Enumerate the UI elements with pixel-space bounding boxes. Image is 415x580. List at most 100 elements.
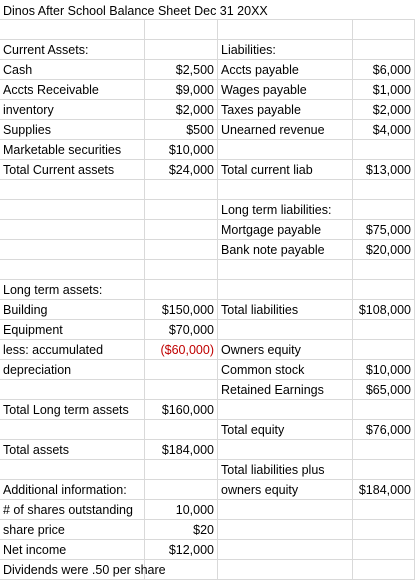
cell[interactable] bbox=[218, 20, 353, 40]
cell[interactable] bbox=[0, 460, 145, 480]
cell[interactable] bbox=[0, 220, 145, 240]
cell[interactable]: $2,000 bbox=[145, 100, 218, 120]
cell[interactable]: $20,000 bbox=[353, 240, 415, 260]
cell[interactable] bbox=[0, 200, 145, 220]
cell[interactable] bbox=[218, 180, 353, 200]
cell[interactable]: $65,000 bbox=[353, 380, 415, 400]
cell[interactable]: $2,500 bbox=[145, 60, 218, 80]
cell[interactable]: Mortgage payable bbox=[218, 220, 353, 240]
cell[interactable] bbox=[218, 540, 353, 560]
cell[interactable] bbox=[145, 460, 218, 480]
cell[interactable] bbox=[353, 340, 415, 360]
cell[interactable]: Total Long term assets bbox=[0, 400, 145, 420]
cell[interactable] bbox=[353, 440, 415, 460]
cell[interactable]: $20 bbox=[145, 520, 218, 540]
cell[interactable]: Additional information: bbox=[0, 480, 145, 500]
cell[interactable]: Accts payable bbox=[218, 60, 353, 80]
cell[interactable] bbox=[145, 380, 218, 400]
cell[interactable] bbox=[353, 200, 415, 220]
cell[interactable] bbox=[145, 200, 218, 220]
cell[interactable] bbox=[353, 280, 415, 300]
cell[interactable]: Bank note payable bbox=[218, 240, 353, 260]
cell[interactable] bbox=[353, 20, 415, 40]
cell[interactable]: Total Current assets bbox=[0, 160, 145, 180]
cell[interactable] bbox=[353, 320, 415, 340]
cell[interactable]: Total equity bbox=[218, 420, 353, 440]
cell[interactable]: Equipment bbox=[0, 320, 145, 340]
cell[interactable] bbox=[218, 500, 353, 520]
cell[interactable]: $1,000 bbox=[353, 80, 415, 100]
cell[interactable] bbox=[218, 520, 353, 540]
cell[interactable]: Total assets bbox=[0, 440, 145, 460]
cell[interactable] bbox=[145, 480, 218, 500]
cell[interactable]: Owners equity bbox=[218, 340, 353, 360]
cell[interactable]: Total liabilities plus bbox=[218, 460, 353, 480]
cell[interactable] bbox=[353, 540, 415, 560]
cell[interactable]: $10,000 bbox=[353, 360, 415, 380]
cell[interactable] bbox=[218, 140, 353, 160]
cell[interactable]: Long term liabilities: bbox=[218, 200, 353, 220]
cell[interactable]: $12,000 bbox=[145, 540, 218, 560]
cell[interactable]: 10,000 bbox=[145, 500, 218, 520]
cell[interactable] bbox=[218, 280, 353, 300]
cell[interactable] bbox=[145, 560, 218, 580]
cell[interactable] bbox=[353, 140, 415, 160]
cell[interactable]: $9,000 bbox=[145, 80, 218, 100]
cell[interactable]: less: accumulated bbox=[0, 340, 145, 360]
cell[interactable] bbox=[353, 520, 415, 540]
cell[interactable]: Marketable securities bbox=[0, 140, 145, 160]
cell[interactable] bbox=[145, 280, 218, 300]
cell[interactable]: Cash bbox=[0, 60, 145, 80]
cell[interactable]: Wages payable bbox=[218, 80, 353, 100]
cell[interactable] bbox=[145, 420, 218, 440]
cell[interactable]: $70,000 bbox=[145, 320, 218, 340]
cell[interactable] bbox=[145, 240, 218, 260]
cell[interactable]: Accts Receivable bbox=[0, 80, 145, 100]
cell[interactable]: Net income bbox=[0, 540, 145, 560]
cell[interactable]: owners equity bbox=[218, 480, 353, 500]
cell[interactable] bbox=[0, 420, 145, 440]
cell[interactable] bbox=[0, 180, 145, 200]
cell[interactable] bbox=[145, 40, 218, 60]
cell[interactable] bbox=[218, 400, 353, 420]
cell[interactable] bbox=[353, 180, 415, 200]
cell[interactable]: Long term assets: bbox=[0, 280, 145, 300]
cell[interactable] bbox=[0, 240, 145, 260]
cell[interactable]: Building bbox=[0, 300, 145, 320]
cell[interactable]: Retained Earnings bbox=[218, 380, 353, 400]
cell[interactable] bbox=[145, 180, 218, 200]
cell[interactable]: $75,000 bbox=[353, 220, 415, 240]
cell[interactable]: $108,000 bbox=[353, 300, 415, 320]
cell[interactable]: Taxes payable bbox=[218, 100, 353, 120]
cell[interactable]: $4,000 bbox=[353, 120, 415, 140]
cell[interactable] bbox=[0, 260, 145, 280]
cell[interactable]: depreciation bbox=[0, 360, 145, 380]
cell[interactable] bbox=[218, 440, 353, 460]
cell[interactable]: Current Assets: bbox=[0, 40, 145, 60]
cell[interactable] bbox=[218, 560, 353, 580]
cell[interactable] bbox=[218, 320, 353, 340]
cell[interactable]: $2,000 bbox=[353, 100, 415, 120]
cell[interactable]: $76,000 bbox=[353, 420, 415, 440]
cell[interactable] bbox=[145, 260, 218, 280]
cell[interactable] bbox=[0, 20, 145, 40]
cell[interactable]: $24,000 bbox=[145, 160, 218, 180]
cell[interactable]: $150,000 bbox=[145, 300, 218, 320]
cell[interactable]: Total current liab bbox=[218, 160, 353, 180]
cell[interactable]: inventory bbox=[0, 100, 145, 120]
cell[interactable]: $160,000 bbox=[145, 400, 218, 420]
cell[interactable]: Liabilities: bbox=[218, 40, 353, 60]
cell[interactable]: Unearned revenue bbox=[218, 120, 353, 140]
cell[interactable]: $6,000 bbox=[353, 60, 415, 80]
cell[interactable]: ($60,000) bbox=[145, 340, 218, 360]
cell[interactable]: Total liabilities bbox=[218, 300, 353, 320]
cell[interactable] bbox=[145, 220, 218, 240]
cell[interactable] bbox=[353, 560, 415, 580]
cell[interactable] bbox=[353, 260, 415, 280]
cell[interactable]: $10,000 bbox=[145, 140, 218, 160]
cell[interactable]: $13,000 bbox=[353, 160, 415, 180]
cell[interactable]: share price bbox=[0, 520, 145, 540]
cell[interactable]: Supplies bbox=[0, 120, 145, 140]
cell[interactable]: $184,000 bbox=[353, 480, 415, 500]
cell[interactable] bbox=[145, 20, 218, 40]
